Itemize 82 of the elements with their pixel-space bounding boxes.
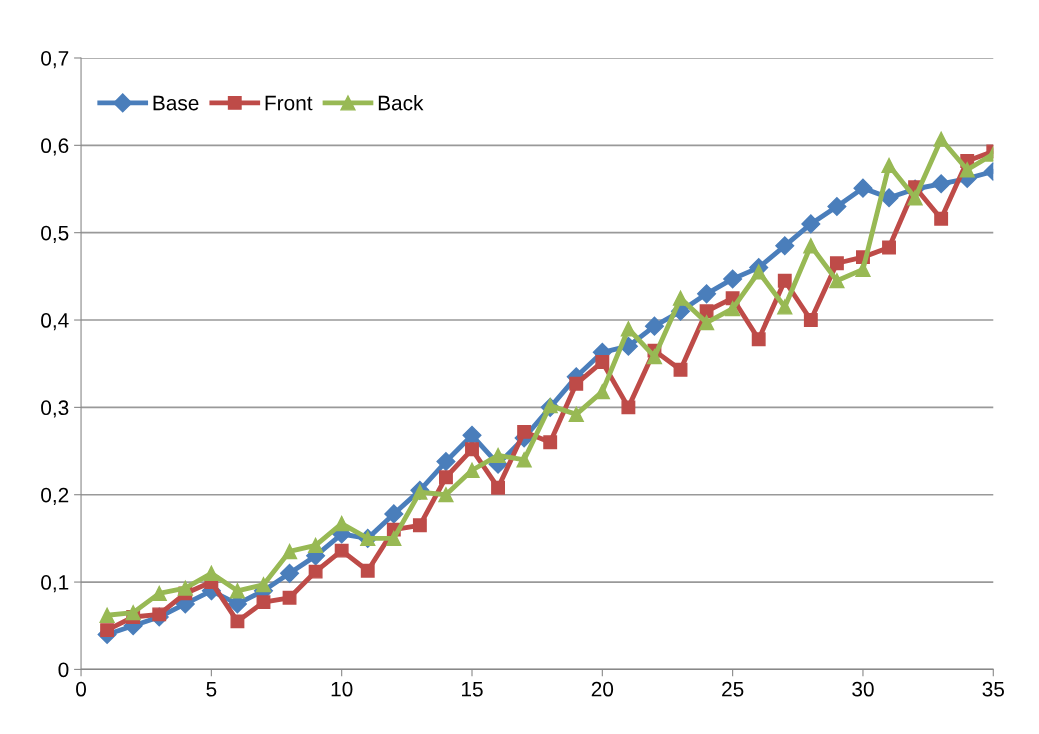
point [281,543,298,560]
point [334,543,349,558]
point [436,451,456,472]
point [673,362,688,377]
x-tick-label: 30 [852,681,874,697]
legend-label: Back [378,95,424,111]
point [569,376,584,391]
point [853,178,873,198]
point [282,590,297,605]
point [882,240,896,255]
point [827,196,847,217]
point [829,256,844,271]
x-tick-label: 5 [206,681,217,697]
point [462,425,482,445]
point [203,565,220,581]
y-tick-label: 0,6 [41,138,69,156]
y-tick-label: 0 [58,662,69,678]
x-tick-label: 35 [982,681,1004,697]
y-tick-label: 0,1 [41,575,69,593]
point [125,604,141,621]
point [775,236,795,256]
legend-label: Front [265,95,313,111]
point [384,504,404,524]
point [646,349,663,365]
point [777,299,793,315]
point [151,585,167,602]
point [723,269,743,289]
point [99,607,115,623]
point [543,435,558,450]
point [517,424,532,439]
point [255,577,272,593]
legend-label: Base [153,95,199,111]
y-tick-label: 0,3 [41,400,69,418]
point [959,162,975,178]
point [751,332,766,347]
point [280,563,300,583]
point [465,442,479,457]
point [881,157,897,174]
point [516,452,532,468]
point [931,174,951,194]
point [801,214,821,234]
x-tick-label: 10 [331,681,353,697]
point [229,583,246,599]
point [230,614,245,629]
y-tick-label: 0,4 [41,313,69,331]
point [464,462,480,478]
point [803,238,819,254]
y-tick-label: 0,5 [41,225,69,243]
point [829,273,845,289]
point [100,623,115,638]
point [386,530,402,547]
y-tick-label: 0,2 [41,487,69,505]
point [777,273,792,288]
point [933,131,949,147]
x-tick-label: 15 [462,681,483,697]
point [855,261,871,278]
point [725,301,741,317]
point [934,211,949,226]
point [907,190,923,206]
point [698,315,715,331]
point [412,518,427,533]
x-tick-label: 20 [591,681,614,697]
point [697,284,717,304]
x-tick-label: 0 [76,681,87,697]
point [490,447,506,464]
y-tick-label: 0,7 [41,50,69,69]
point [644,316,664,336]
point [803,313,818,327]
point [438,470,453,485]
point [308,564,323,579]
point [751,264,767,280]
point [621,400,636,415]
point [568,406,584,422]
point [334,515,350,532]
point [491,480,506,495]
point [177,580,193,596]
point [256,595,271,610]
point [595,355,610,369]
point [438,487,454,503]
point [307,537,324,554]
x-tick-label: 25 [722,681,744,697]
point [360,563,375,578]
